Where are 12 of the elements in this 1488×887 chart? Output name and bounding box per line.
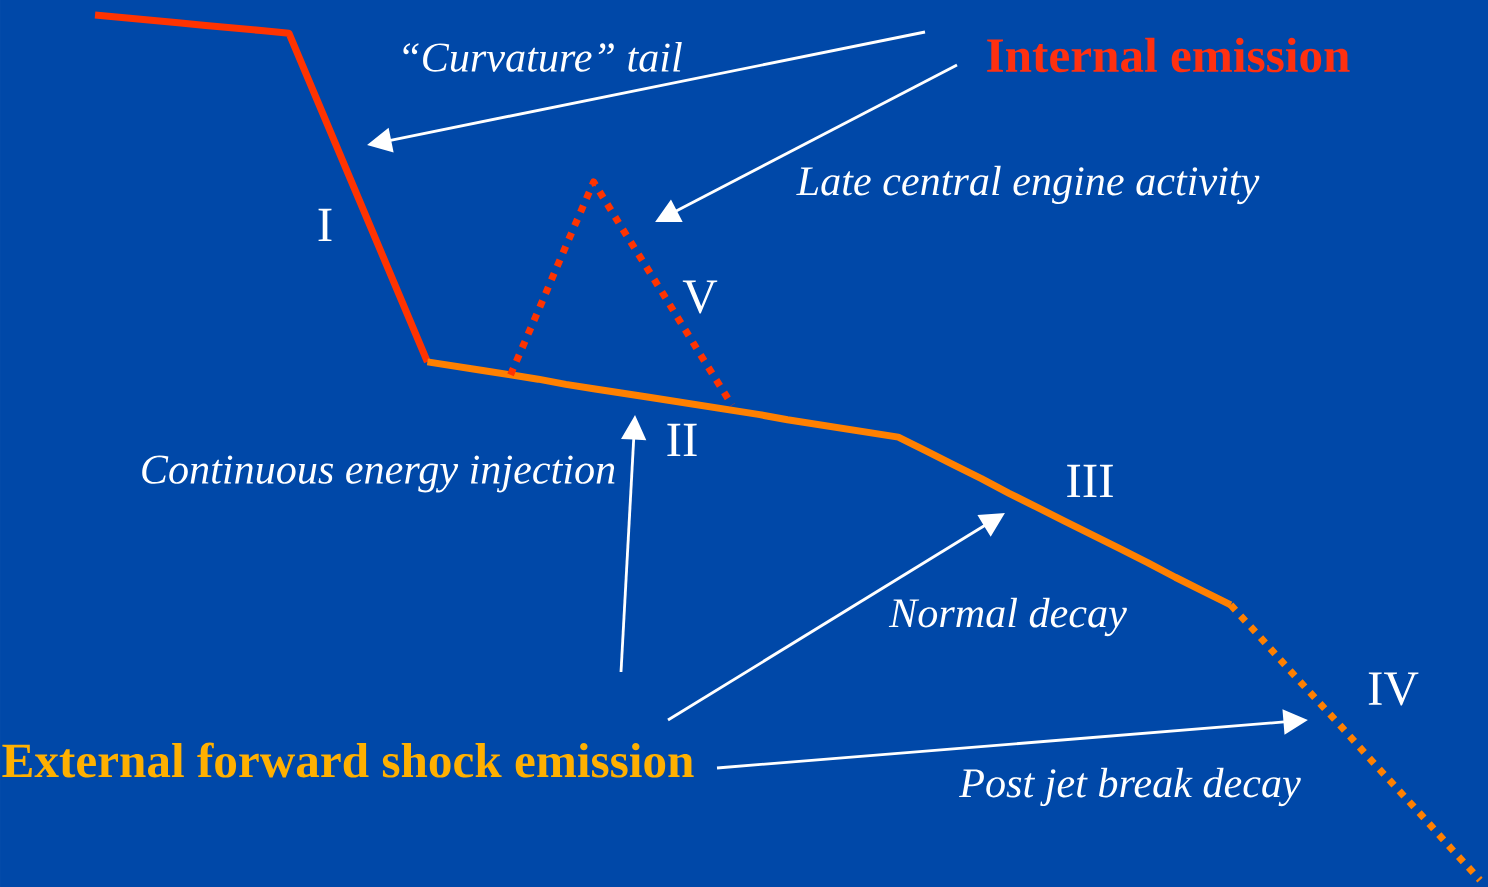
annotation: III <box>1067 464 1113 498</box>
annotation: Internal emission <box>987 37 1350 73</box>
annotation: “Curvature” tail <box>403 42 682 72</box>
annotation: Late central engine activity <box>796 165 1260 205</box>
annotation: II <box>667 423 697 457</box>
annotation: External forward shock emission <box>2 742 694 778</box>
annotation: Continuous energy injection <box>142 455 615 493</box>
annotation: Normal decay <box>888 597 1127 637</box>
annotation: Post jet break decay <box>959 767 1301 807</box>
annotation: V <box>682 280 718 314</box>
annotation: IV <box>1368 672 1419 706</box>
annotation: I <box>318 208 332 242</box>
